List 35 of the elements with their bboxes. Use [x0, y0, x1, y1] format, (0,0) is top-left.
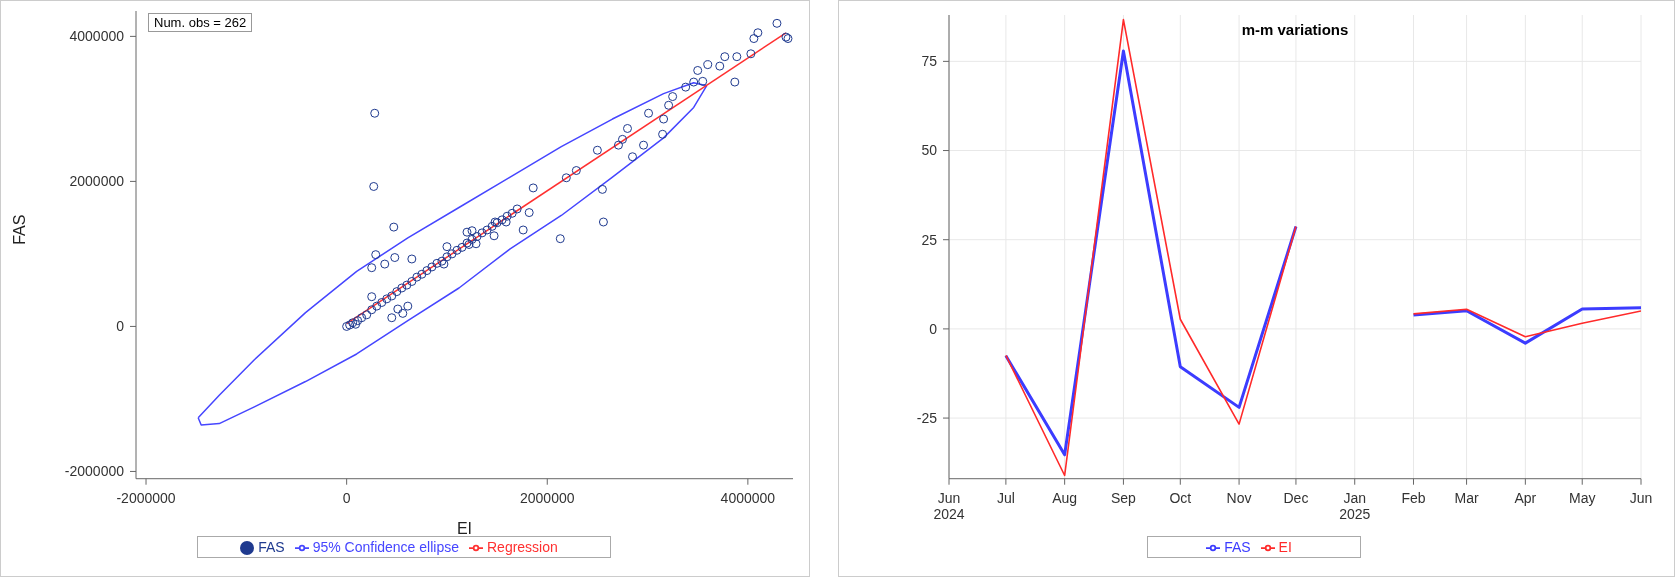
annotation: Num. obs = 262 — [148, 13, 253, 32]
x-tick-label: -2000000 — [116, 489, 176, 506]
x-tick-label: Jun — [1629, 489, 1653, 506]
x-tick-label: Jun 2024 — [933, 489, 965, 522]
legend-label: EI — [1278, 538, 1292, 555]
y-tick-label: 2000000 — [69, 173, 125, 190]
legend-label: 95% Confidence ellipse — [312, 538, 459, 555]
legend-label: Regression — [486, 538, 558, 555]
x-tick-label: Oct — [1169, 489, 1192, 506]
y-tick-label: 50 — [921, 142, 938, 159]
y-tick-label: 0 — [116, 318, 125, 335]
x-tick-label: 4000000 — [720, 489, 776, 506]
x-tick-label: Apr — [1514, 489, 1537, 506]
x-tick-label: Feb — [1401, 489, 1426, 506]
y-axis-title: FAS — [10, 214, 28, 245]
x-tick-label: Mar — [1454, 489, 1479, 506]
x-tick-label: Dec — [1283, 489, 1309, 506]
y-tick-label: -25 — [916, 409, 938, 426]
x-tick-label: Nov — [1226, 489, 1252, 506]
x-tick-label: Aug — [1052, 489, 1078, 506]
x-axis-title: EI — [456, 519, 473, 537]
chart-title: m-m variations — [1240, 21, 1350, 38]
x-tick-label: Jul — [996, 489, 1015, 506]
y-tick-label: 0 — [929, 320, 938, 337]
y-tick-label: 4000000 — [69, 28, 125, 45]
y-tick-label: 75 — [921, 53, 938, 70]
x-tick-label: 2000000 — [519, 489, 575, 506]
x-tick-label: 0 — [342, 489, 351, 506]
x-tick-label: May — [1569, 489, 1596, 506]
legend-label: FAS — [258, 538, 285, 555]
y-tick-label: 25 — [921, 231, 938, 248]
y-tick-label: -2000000 — [64, 463, 125, 480]
x-tick-label: Jan 2025 — [1339, 489, 1371, 522]
legend-label: FAS — [1224, 538, 1251, 555]
x-tick-label: Sep — [1110, 489, 1137, 506]
